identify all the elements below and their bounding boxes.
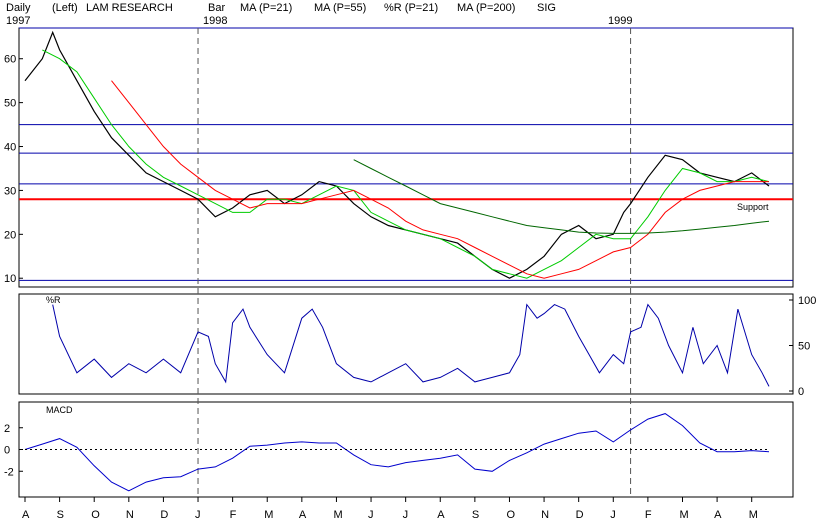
x-tick-label-6: F (230, 509, 237, 521)
series-lam-research (24, 30, 770, 279)
pctr-title: %R (46, 295, 61, 305)
header-symbol: LAM RESEARCH (86, 2, 173, 14)
header-year-1998: 1998 (203, 15, 227, 27)
x-tick-label-12: A (437, 509, 445, 521)
series-r-p-21 (52, 303, 770, 387)
x-tick-label-2: O (91, 509, 100, 521)
series-ma-p-21 (42, 49, 770, 279)
x-tick-label-17: J (610, 509, 616, 521)
macd-title: MACD (46, 405, 73, 415)
x-tick-label-21: M (749, 509, 758, 521)
x-tick-label-14: O (506, 509, 515, 521)
price-series (24, 30, 770, 279)
macd-series (24, 413, 770, 492)
x-tick-label-15: N (541, 509, 549, 521)
legend-ma200: MA (P=200) (457, 2, 515, 14)
y-tick-label-1-2: 0 (798, 386, 804, 398)
header-period: Daily (6, 2, 31, 14)
x-tick-label-11: J (403, 509, 409, 521)
legend-ma55: MA (P=55) (314, 2, 366, 14)
header-scale: (Left) (52, 2, 78, 14)
x-tick-label-13: S (472, 509, 479, 521)
header-year-1999: 1999 (608, 15, 632, 27)
y-tick-label-0-0: 60 (4, 54, 16, 66)
legend-sig: SIG (537, 2, 556, 14)
support-label: Support (737, 202, 769, 212)
y-tick-label-0-5: 10 (4, 273, 16, 285)
legend-pctr: %R (P=21) (384, 2, 438, 14)
y-tick-label-0-1: 50 (4, 98, 16, 110)
series-macd (24, 413, 770, 492)
legend-ma21: MA (P=21) (240, 2, 292, 14)
y-tick-label-2-2: -2 (4, 466, 14, 478)
x-tick-label-10: J (368, 509, 374, 521)
pctr-panel-frame (18, 293, 794, 395)
y-tick-label-1-0: 100 (798, 295, 816, 307)
y-tick-label-2-0: 2 (4, 423, 10, 435)
x-tick-label-16: D (576, 509, 584, 521)
y-tick-label-1-1: 50 (798, 341, 810, 353)
x-tick-label-8: A (299, 509, 307, 521)
x-tick-label-4: D (160, 509, 168, 521)
x-tick-label-19: M (679, 509, 688, 521)
header-year-1997: 1997 (6, 15, 30, 27)
x-tick-label-3: N (126, 509, 134, 521)
x-tick-label-7: M (264, 509, 273, 521)
series-ma-p-200 (353, 159, 770, 234)
horizontal-levels (19, 27, 793, 281)
header-bar-label: Bar (208, 2, 225, 14)
x-tick-label-0: A (22, 509, 30, 521)
y-tick-label-2-1: 0 (4, 445, 10, 457)
y-tick-label-0-4: 20 (4, 229, 16, 241)
price-panel-frame (18, 27, 794, 288)
y-tick-label-0-3: 30 (4, 185, 16, 197)
year-dividers (197, 28, 632, 497)
pctr-series (52, 303, 770, 387)
x-tick-label-5: J (195, 509, 201, 521)
x-tick-label-1: S (57, 509, 64, 521)
series-ma-p-55 (111, 80, 769, 279)
x-tick-label-18: F (645, 509, 652, 521)
x-tick-label-9: M (333, 509, 342, 521)
y-tick-label-0-2: 40 (4, 142, 16, 154)
x-tick-label-20: A (714, 509, 722, 521)
